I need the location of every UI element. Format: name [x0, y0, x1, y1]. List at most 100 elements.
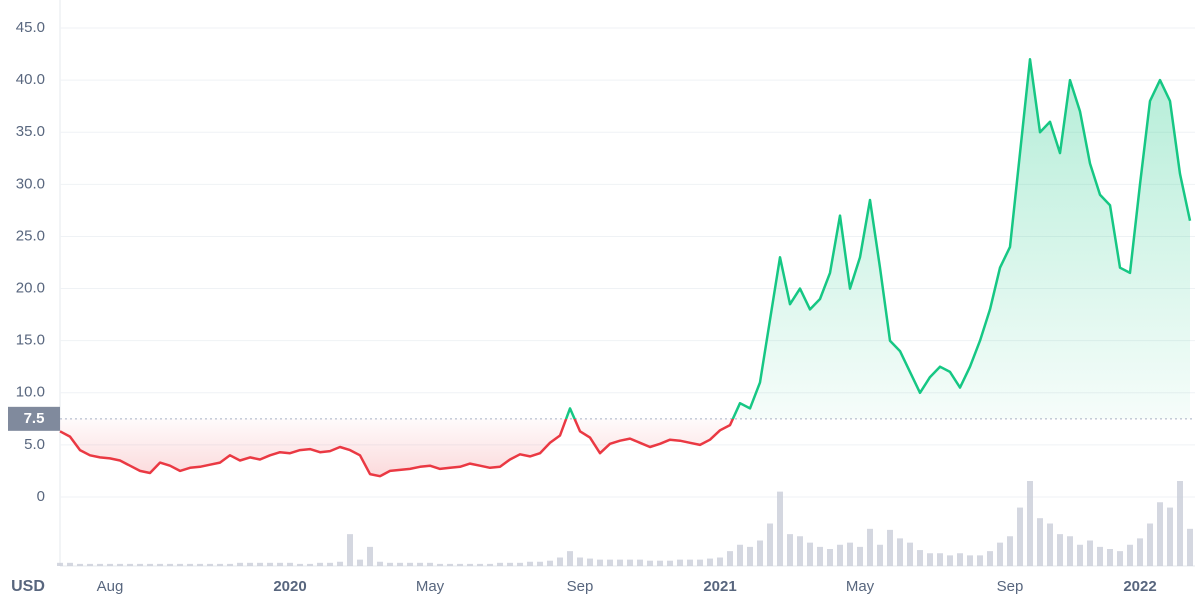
- volume-bar: [107, 563, 113, 566]
- volume-bar: [357, 559, 363, 566]
- volume-bar: [627, 559, 633, 566]
- volume-bar: [867, 528, 873, 566]
- volume-bar: [67, 562, 73, 566]
- volume-bar: [517, 562, 523, 566]
- volume-bar: [397, 562, 403, 566]
- volume-bar: [287, 562, 293, 566]
- volume-bar: [437, 563, 443, 566]
- volume-bar: [217, 563, 223, 566]
- volume-bar: [1087, 540, 1093, 566]
- y-tick-label: 20.0: [16, 280, 45, 297]
- volume-bar: [147, 563, 153, 566]
- volume-bar: [427, 562, 433, 566]
- volume-bar: [137, 563, 143, 566]
- x-tick-label: May: [416, 578, 445, 595]
- volume-bar: [487, 563, 493, 566]
- volume-bar: [187, 563, 193, 566]
- volume-bar: [967, 555, 973, 566]
- volume-bar: [477, 563, 483, 566]
- volume-bar: [507, 562, 513, 566]
- volume-bar: [957, 553, 963, 566]
- volume-bar: [767, 523, 773, 566]
- x-tick-label: Aug: [97, 578, 124, 595]
- volume-bar: [377, 561, 383, 566]
- volume-bar: [457, 563, 463, 566]
- volume-bar: [637, 559, 643, 566]
- volume-bar: [697, 559, 703, 566]
- volume-bar: [317, 562, 323, 566]
- y-tick-label: 35.0: [16, 123, 45, 140]
- x-tick-label: 2020: [273, 578, 306, 595]
- volume-bar: [727, 551, 733, 566]
- volume-bar: [647, 560, 653, 566]
- volume-bar: [827, 549, 833, 566]
- volume-bar: [687, 559, 693, 566]
- volume-bar: [607, 559, 613, 566]
- x-tick-label: May: [846, 578, 875, 595]
- volume-bar: [97, 563, 103, 566]
- volume-bar: [247, 562, 253, 566]
- volume-bar: [807, 542, 813, 566]
- volume-bar: [1037, 518, 1043, 566]
- volume-bar: [927, 553, 933, 566]
- volume-bar: [667, 560, 673, 566]
- volume-bar: [307, 563, 313, 566]
- y-tick-label: 45.0: [16, 19, 45, 36]
- volume-bar: [1057, 534, 1063, 566]
- volume-bar: [417, 562, 423, 566]
- volume-bar: [937, 553, 943, 566]
- volume-bar: [1187, 528, 1193, 566]
- volume-bar: [1137, 538, 1143, 566]
- volume-bar: [597, 559, 603, 566]
- volume-bar: [197, 563, 203, 566]
- volume-bar: [257, 562, 263, 566]
- volume-bar: [1157, 502, 1163, 566]
- volume-bar: [1027, 481, 1033, 566]
- volume-bar: [797, 536, 803, 566]
- volume-bar: [887, 529, 893, 566]
- y-tick-label: 40.0: [16, 71, 45, 88]
- volume-bar: [757, 540, 763, 566]
- volume-bar: [547, 560, 553, 566]
- volume-bar: [157, 563, 163, 566]
- volume-bar: [817, 546, 823, 566]
- y-tick-label: 25.0: [16, 227, 45, 244]
- volume-bar: [267, 562, 273, 566]
- volume-bar: [297, 563, 303, 566]
- y-tick-label: 15.0: [16, 332, 45, 349]
- volume-bar: [777, 491, 783, 566]
- unit-label: USD: [11, 578, 45, 595]
- volume-bar: [57, 562, 63, 566]
- x-tick-label: 2022: [1123, 578, 1156, 595]
- volume-bar: [917, 550, 923, 566]
- volume-bar: [987, 551, 993, 566]
- volume-bar: [167, 563, 173, 566]
- y-tick-label: 30.0: [16, 175, 45, 192]
- x-tick-label: Sep: [567, 578, 594, 595]
- volume-bar: [367, 546, 373, 566]
- volume-bar: [747, 546, 753, 566]
- y-tick-label: 0: [37, 488, 45, 505]
- volume-bar: [227, 563, 233, 566]
- volume-bar: [587, 558, 593, 566]
- volume-bar: [1067, 536, 1073, 566]
- volume-bar: [1167, 507, 1173, 566]
- volume-bar: [1097, 546, 1103, 566]
- volume-bar: [117, 563, 123, 566]
- volume-bar: [577, 557, 583, 566]
- volume-bar: [897, 538, 903, 566]
- volume-bar: [567, 551, 573, 566]
- volume-bar: [497, 562, 503, 566]
- volume-bar: [127, 563, 133, 566]
- volume-bar: [347, 534, 353, 566]
- volume-bar: [77, 563, 83, 566]
- volume-bar: [1017, 507, 1023, 566]
- x-tick-label: Sep: [997, 578, 1024, 595]
- volume-bar: [1047, 523, 1053, 566]
- volume-bar: [237, 562, 243, 566]
- y-tick-label: 10.0: [16, 384, 45, 401]
- volume-bar: [707, 558, 713, 566]
- volume-bar: [1177, 481, 1183, 566]
- volume-bar: [857, 546, 863, 566]
